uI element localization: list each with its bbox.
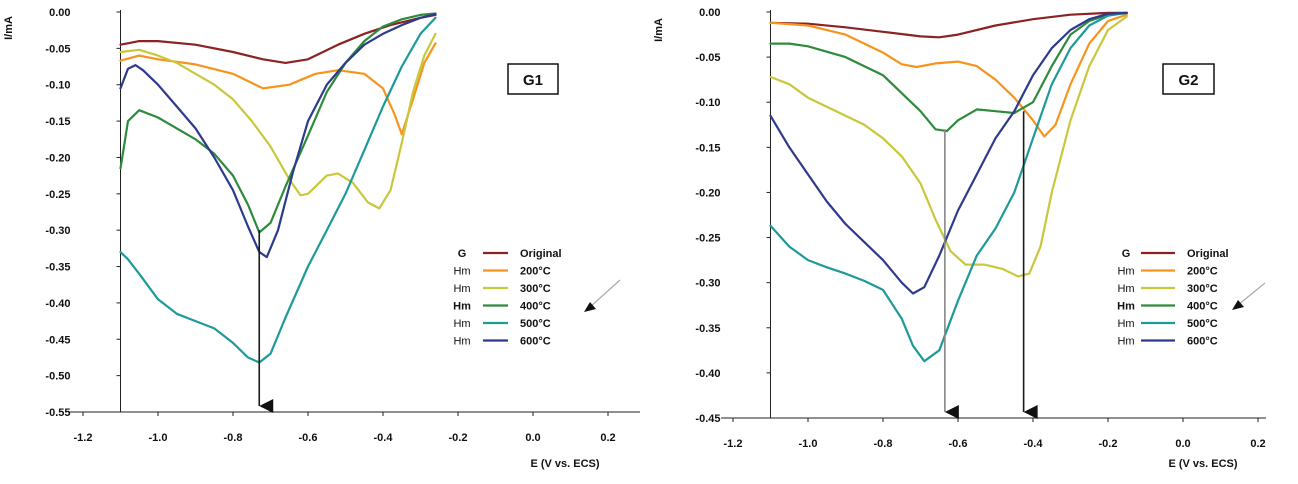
y-tick-label: -0.15 bbox=[695, 142, 720, 154]
x-tick-label: -1.0 bbox=[799, 438, 818, 450]
series-line-0 bbox=[769, 11, 1128, 39]
panel-label: G1 bbox=[523, 72, 543, 89]
legend-label: 400°C bbox=[520, 301, 551, 313]
series-line-4 bbox=[769, 11, 1128, 363]
legend-label: Original bbox=[520, 248, 562, 260]
chart-panel-g1: 0.00 -0.05 -0.10 -0.15 -0.20 -0.25 -0.30 -0.35 -… bbox=[3, 7, 640, 470]
y-tick-label: -0.45 bbox=[695, 413, 720, 425]
legend-pointer-head bbox=[584, 302, 596, 312]
y-tick-label: -0.40 bbox=[695, 368, 720, 380]
series-line-5 bbox=[119, 13, 437, 259]
x-tick-label: -0.4 bbox=[374, 432, 394, 444]
y-tick-label: -0.05 bbox=[45, 43, 70, 55]
x-tick-label: -0.2 bbox=[449, 432, 468, 444]
x-tick-label: -0.4 bbox=[1024, 438, 1044, 450]
y-tick-label: -0.40 bbox=[45, 298, 70, 310]
y-tick-label: -0.45 bbox=[45, 334, 70, 346]
legend-label: Original bbox=[1187, 248, 1229, 260]
legend-prefix: Hm bbox=[453, 283, 470, 295]
series-line-3 bbox=[769, 11, 1128, 133]
legend-prefix: Hm bbox=[1117, 283, 1134, 295]
y-tick-label: -0.55 bbox=[45, 407, 70, 419]
x-tick-label: -0.8 bbox=[874, 438, 893, 450]
series-line-2 bbox=[119, 32, 437, 210]
y-tick-label: -0.35 bbox=[45, 262, 70, 274]
legend-prefix: Hm bbox=[453, 266, 470, 278]
legend-label: 200°C bbox=[1187, 266, 1218, 278]
legend-label: 300°C bbox=[1187, 283, 1218, 295]
legend-prefix: Hm bbox=[1117, 266, 1134, 278]
chart-panel-g2: 0.00 -0.05 -0.10 -0.15 -0.20 -0.25 -0.30 -0.35 -… bbox=[653, 7, 1266, 470]
legend-prefix: Hm bbox=[453, 336, 470, 348]
y-tick-label: -0.25 bbox=[695, 233, 720, 245]
legend: G Original Hm 200°C Hm 300°C Hm 400°C Hm 500°C Hm 6… bbox=[1117, 248, 1228, 348]
y-tick-label: -0.15 bbox=[45, 116, 70, 128]
x-tick-label: -0.2 bbox=[1099, 438, 1118, 450]
legend-label: 600°C bbox=[520, 336, 551, 348]
y-tick-label: -0.30 bbox=[45, 225, 70, 237]
legend-pointer-head bbox=[1232, 300, 1244, 310]
legend-pointer-line bbox=[589, 279, 621, 308]
y-tick-label: -0.20 bbox=[45, 152, 70, 164]
y-tick-label: -0.10 bbox=[45, 80, 70, 92]
y-tick-label: -0.35 bbox=[695, 323, 720, 335]
legend-label: 600°C bbox=[1187, 336, 1218, 348]
legend: G Original Hm 200°C Hm 300°C Hm 400°C Hm 500°C Hm 6… bbox=[453, 248, 561, 348]
x-tick-label: -1.2 bbox=[74, 432, 93, 444]
legend-label: 500°C bbox=[520, 318, 551, 330]
y-tick-label: 0.00 bbox=[49, 7, 70, 19]
legend-label: 500°C bbox=[1187, 318, 1218, 330]
legend-prefix: Hm bbox=[1117, 301, 1135, 313]
x-tick-label: -0.6 bbox=[299, 432, 318, 444]
x-tick-label: -0.8 bbox=[224, 432, 243, 444]
legend-prefix: Hm bbox=[453, 318, 470, 330]
series-line-3 bbox=[119, 12, 437, 234]
y-tick-label: -0.25 bbox=[45, 189, 70, 201]
x-tick-label: 0.0 bbox=[525, 432, 540, 444]
y-tick-label: 0.00 bbox=[699, 7, 720, 19]
legend-label: 400°C bbox=[1187, 301, 1218, 313]
legend-prefix: G bbox=[1122, 248, 1131, 260]
x-axis-title: E (V vs. ECS) bbox=[530, 458, 599, 470]
legend-prefix: Hm bbox=[453, 301, 471, 313]
x-axis-title: E (V vs. ECS) bbox=[1168, 458, 1237, 470]
series-line-5 bbox=[769, 11, 1128, 295]
legend-label: 300°C bbox=[520, 283, 551, 295]
y-tick-label: -0.10 bbox=[695, 97, 720, 109]
legend-label: 200°C bbox=[520, 266, 551, 278]
y-tick-label: -0.50 bbox=[45, 371, 70, 383]
y-tick-label: -0.30 bbox=[695, 278, 720, 290]
series-line-2 bbox=[769, 15, 1128, 278]
series-line-4 bbox=[119, 16, 437, 364]
legend-prefix: Hm bbox=[1117, 318, 1134, 330]
x-tick-label: -0.6 bbox=[949, 438, 968, 450]
y-tick-label: -0.05 bbox=[695, 52, 720, 64]
panel-label-box bbox=[507, 63, 559, 95]
y-axis-title: I/mA bbox=[653, 18, 665, 42]
series-line-1 bbox=[769, 13, 1128, 138]
x-tick-label: 0.2 bbox=[600, 432, 615, 444]
legend-prefix: G bbox=[458, 248, 467, 260]
panel-label: G2 bbox=[1178, 72, 1198, 89]
x-tick-label: 0.0 bbox=[1175, 438, 1190, 450]
legend-pointer-line bbox=[1237, 282, 1266, 306]
series-line-1 bbox=[119, 42, 437, 136]
x-tick-label: 0.2 bbox=[1250, 438, 1265, 450]
y-tick-label: -0.20 bbox=[695, 187, 720, 199]
x-tick-label: -1.2 bbox=[724, 438, 743, 450]
legend-prefix: Hm bbox=[1117, 336, 1134, 348]
series-line-0 bbox=[119, 13, 437, 64]
panel-label-box bbox=[1162, 63, 1215, 95]
y-axis-title: I/mA bbox=[3, 16, 15, 40]
x-tick-label: -1.0 bbox=[149, 432, 168, 444]
